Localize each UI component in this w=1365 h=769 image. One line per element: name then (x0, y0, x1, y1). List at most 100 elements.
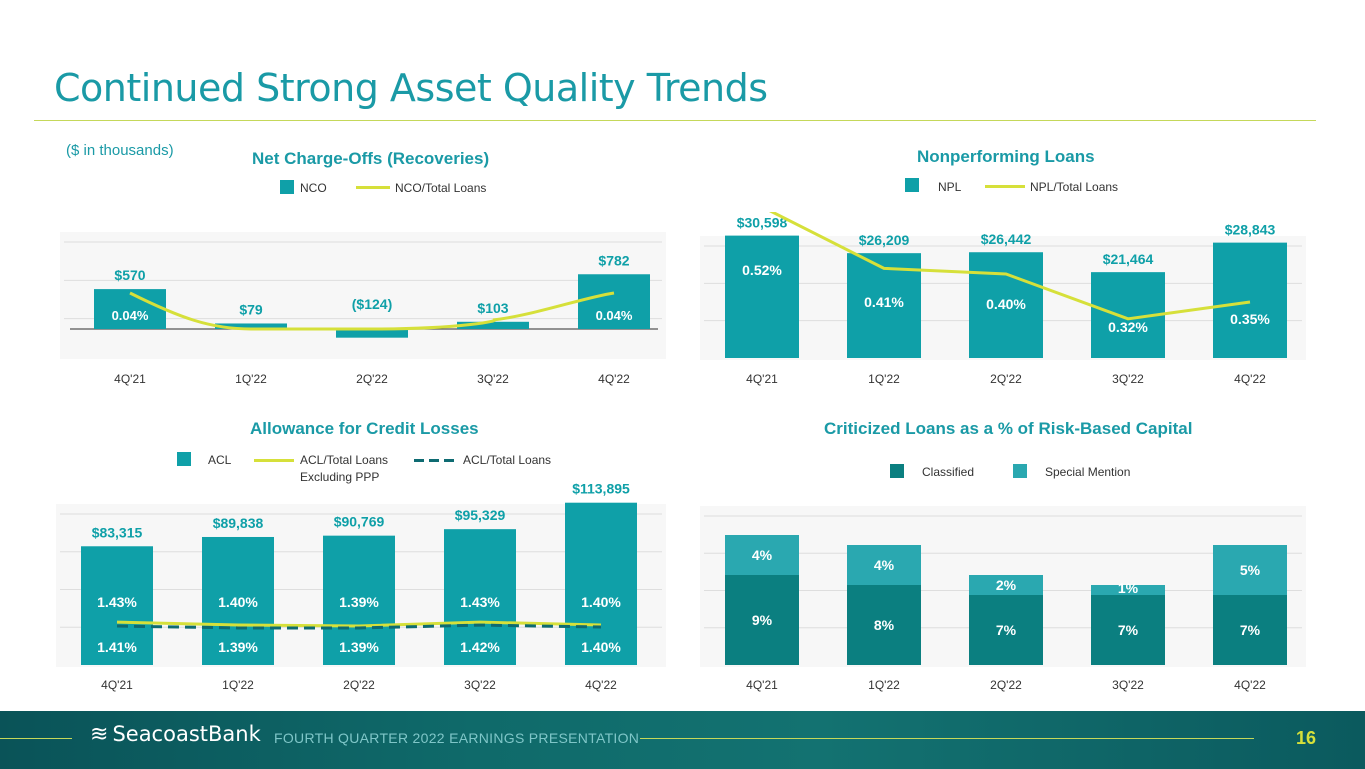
acl-ratio-excl-ppp-label: 1.43% (460, 594, 500, 610)
npl-x-tick-label: 2Q'22 (990, 372, 1022, 386)
acl-legend-bar: ACL (208, 453, 232, 467)
nco-x-tick-label: 4Q'22 (598, 372, 630, 386)
acl-x-tick-label: 2Q'22 (343, 678, 375, 692)
acl-legend-line1b: Excluding PPP (300, 470, 380, 484)
crit-legend-swatch-special (1013, 464, 1027, 478)
acl-legend-swatch (177, 452, 191, 466)
acl-bar-value-label: $89,838 (213, 515, 264, 531)
nco-x-tick-label: 1Q'22 (235, 372, 267, 386)
footer-bar (0, 711, 1365, 769)
nco-ratio-label: 0.04% (596, 308, 633, 323)
crit-classified-label: 8% (874, 617, 895, 633)
acl-ratio-line (116, 623, 602, 630)
acl-x-tick-label: 3Q'22 (464, 678, 496, 692)
npl-bar (725, 235, 799, 358)
wave-icon: ≋ (90, 722, 109, 747)
crit-legend-classified: Classified (922, 465, 975, 479)
nco-bar-value-label: $103 (477, 300, 508, 316)
acl-ratio-label: 1.39% (339, 639, 379, 655)
nco-legend-bar: NCO (300, 181, 327, 195)
npl-x-tick-label: 3Q'22 (1112, 372, 1144, 386)
npl-chart-title: Nonperforming Loans (917, 147, 1095, 166)
acl-ratio-label: 1.40% (581, 639, 621, 655)
seacoast-logo[interactable]: ≋ SeacoastBank (90, 722, 261, 747)
footer-text: FOURTH QUARTER 2022 EARNINGS PRESENTATIO… (274, 730, 640, 746)
crit-bar-special-mention (847, 545, 921, 585)
npl-bar-value-label: $26,209 (859, 232, 910, 248)
title-divider (34, 120, 1316, 121)
npl-legend-swatch (905, 178, 919, 192)
acl-ratio-label: 1.41% (97, 639, 137, 655)
crit-classified-label: 7% (1118, 622, 1139, 638)
units-note: ($ in thousands) (66, 142, 174, 159)
npl-ratio-label: 0.52% (742, 262, 782, 278)
acl-x-tick-label: 4Q'22 (585, 678, 617, 692)
crit-x-tick-label: 1Q'22 (868, 678, 900, 692)
npl-ratio-label: 0.32% (1108, 319, 1148, 335)
crit-classified-label: 7% (996, 622, 1017, 638)
npl-bar-value-label: $28,843 (1225, 222, 1276, 238)
crit-x-tick-label: 4Q'21 (746, 678, 778, 692)
npl-bar-value-label: $26,442 (981, 231, 1032, 247)
acl-legend-line2: ACL/Total Loans (463, 453, 552, 467)
crit-x-tick-label: 4Q'22 (1234, 678, 1266, 692)
crit-legend-swatch-classified (890, 464, 904, 478)
crit-x-tick-label: 3Q'22 (1112, 678, 1144, 692)
crit-special-mention-label: 4% (874, 557, 895, 573)
acl-chart-title: Allowance for Credit Losses (250, 419, 479, 438)
crit-bar-special-mention (969, 575, 1043, 595)
nco-bar (215, 323, 287, 329)
acl-bar (323, 535, 395, 665)
nco-x-tick-label: 4Q'21 (114, 372, 146, 386)
nco-chart: 4Q'21 1Q'22 2Q'22 3Q'22 4Q'22 $570 $79 ($124) $1… (60, 232, 666, 386)
nco-legend-swatch (280, 180, 294, 194)
crit-bar-special-mention (725, 535, 799, 575)
npl-bar-value-label: $30,598 (737, 215, 788, 231)
npl-ratio-label: 0.35% (1230, 311, 1270, 327)
acl-bar-value-label: $83,315 (92, 524, 143, 540)
crit-bar-classified (1213, 595, 1287, 665)
nco-legend-line-swatch (356, 186, 390, 189)
npl-legend-line: NPL/Total Loans (1030, 180, 1119, 194)
nco-bar-value-label: $79 (239, 301, 263, 317)
acl-bar (202, 536, 274, 665)
acl-bar (565, 502, 637, 665)
crit-x-tick-label: 2Q'22 (990, 678, 1022, 692)
npl-bar (969, 252, 1043, 358)
acl-ratio-excl-ppp-label: 1.40% (218, 594, 258, 610)
crit-bar-classified (847, 585, 921, 665)
acl-bar (81, 546, 153, 665)
nco-x-tick-label: 2Q'22 (356, 372, 388, 386)
npl-ratio-label: 0.41% (864, 294, 904, 310)
footer-rule-right (640, 738, 1254, 739)
nco-chart-title: Net Charge-Offs (Recoveries) (252, 149, 490, 168)
footer-rule-left (0, 738, 72, 739)
acl-ratio-excl-ppp-label: 1.39% (339, 594, 379, 610)
crit-legend-special: Special Mention (1045, 465, 1131, 479)
nco-ratio-label: 0.04% (112, 308, 149, 323)
crit-bar-special-mention (1091, 585, 1165, 595)
npl-x-tick-label: 1Q'22 (868, 372, 900, 386)
nco-ratio-line (129, 291, 615, 331)
acl-bar-value-label: $95,329 (455, 507, 506, 523)
crit-classified-label: 7% (1240, 622, 1261, 638)
crit-bar-classified (725, 575, 799, 665)
acl-ratio-excl-ppp-label: 1.40% (581, 594, 621, 610)
acl-x-tick-label: 4Q'21 (101, 678, 133, 692)
nco-bar-value-label: ($124) (352, 296, 392, 312)
acl-bar (444, 529, 516, 665)
acl-x-tick-label: 1Q'22 (222, 678, 254, 692)
npl-bar (1213, 242, 1287, 358)
nco-legend-line: NCO/Total Loans (395, 181, 487, 195)
npl-legend-line-swatch (985, 185, 1025, 188)
nco-x-tick-label: 3Q'22 (477, 372, 509, 386)
acl-ratio-label: 1.42% (460, 639, 500, 655)
acl-ratio-excl-ppp-line (116, 620, 602, 628)
crit-special-mention-label: 1% (1118, 580, 1139, 596)
acl-legend-line2-swatch (414, 459, 454, 462)
npl-ratio-label: 0.40% (986, 296, 1026, 312)
npl-legend-bar: NPL (938, 180, 962, 194)
page-number: 16 (1296, 728, 1317, 748)
npl-chart: 4Q'21 1Q'22 2Q'22 3Q'22 4Q'22 $30,598 $26,209 $… (700, 212, 1306, 386)
acl-ratio-label: 1.39% (218, 639, 258, 655)
